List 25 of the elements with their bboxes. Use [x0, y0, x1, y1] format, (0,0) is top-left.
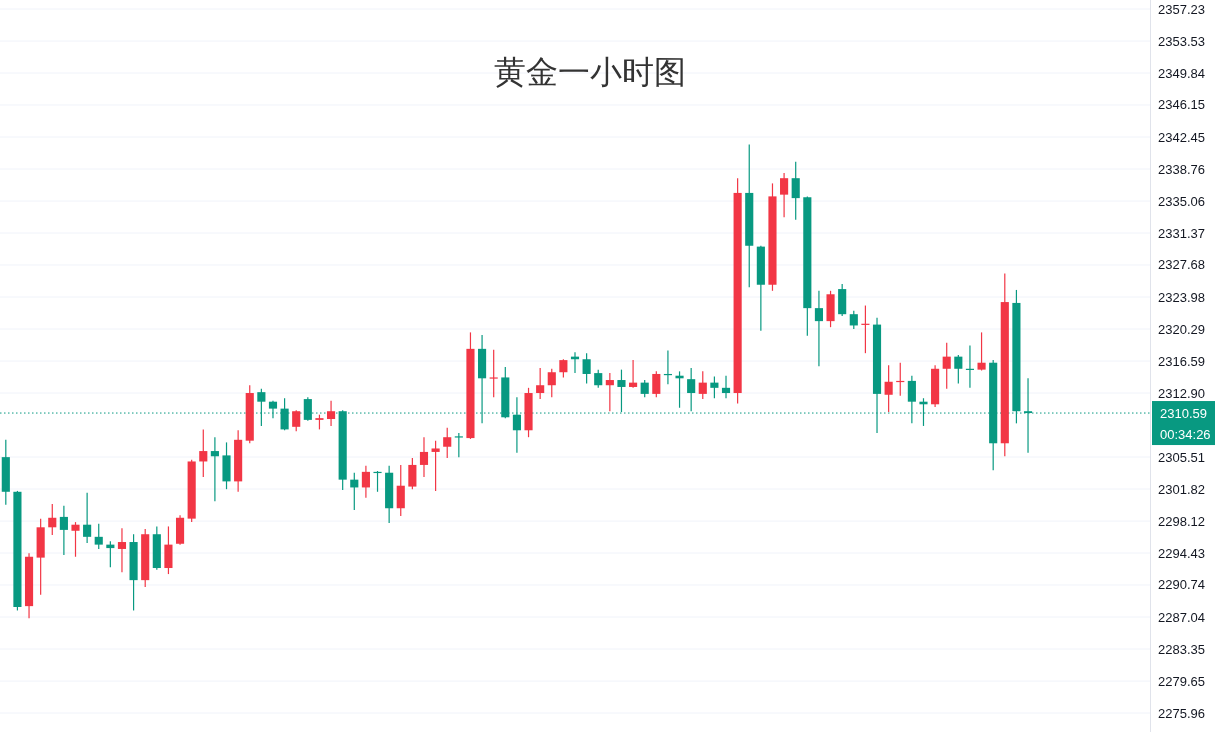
y-tick-label: 2287.04	[1158, 609, 1205, 625]
y-tick-label: 2301.82	[1158, 481, 1205, 497]
y-tick-label: 2349.84	[1158, 65, 1205, 81]
y-tick-label: 2323.98	[1158, 289, 1205, 305]
y-tick-label: 2320.29	[1158, 321, 1205, 337]
y-tick-label: 2312.90	[1158, 385, 1205, 401]
y-tick-label: 2346.15	[1158, 97, 1205, 113]
y-tick-label: 2283.35	[1158, 641, 1205, 657]
text: 00:34:26	[1160, 427, 1211, 443]
y-tick-label: 2327.68	[1158, 257, 1205, 273]
y-tick-label: 2357.23	[1158, 1, 1205, 17]
text: 黄金一小时图	[494, 54, 686, 90]
y-tick-label: 2338.76	[1158, 161, 1205, 177]
y-tick-label: 2294.43	[1158, 545, 1205, 561]
y-tick-label: 2298.12	[1158, 513, 1205, 529]
y-tick-label: 2353.53	[1158, 33, 1205, 49]
y-tick-label: 2335.06	[1158, 193, 1205, 209]
y-tick-label: 2290.74	[1158, 577, 1205, 593]
y-tick-label: 2279.65	[1158, 673, 1205, 689]
y-tick-label: 2275.96	[1158, 705, 1205, 721]
y-tick-label: 2316.59	[1158, 353, 1205, 369]
y-tick-label: 2331.37	[1158, 225, 1205, 241]
y-tick-label: 2342.45	[1158, 129, 1205, 145]
ref-line-label: 2310.59	[1160, 406, 1207, 422]
y-tick-label: 2305.51	[1158, 449, 1205, 465]
